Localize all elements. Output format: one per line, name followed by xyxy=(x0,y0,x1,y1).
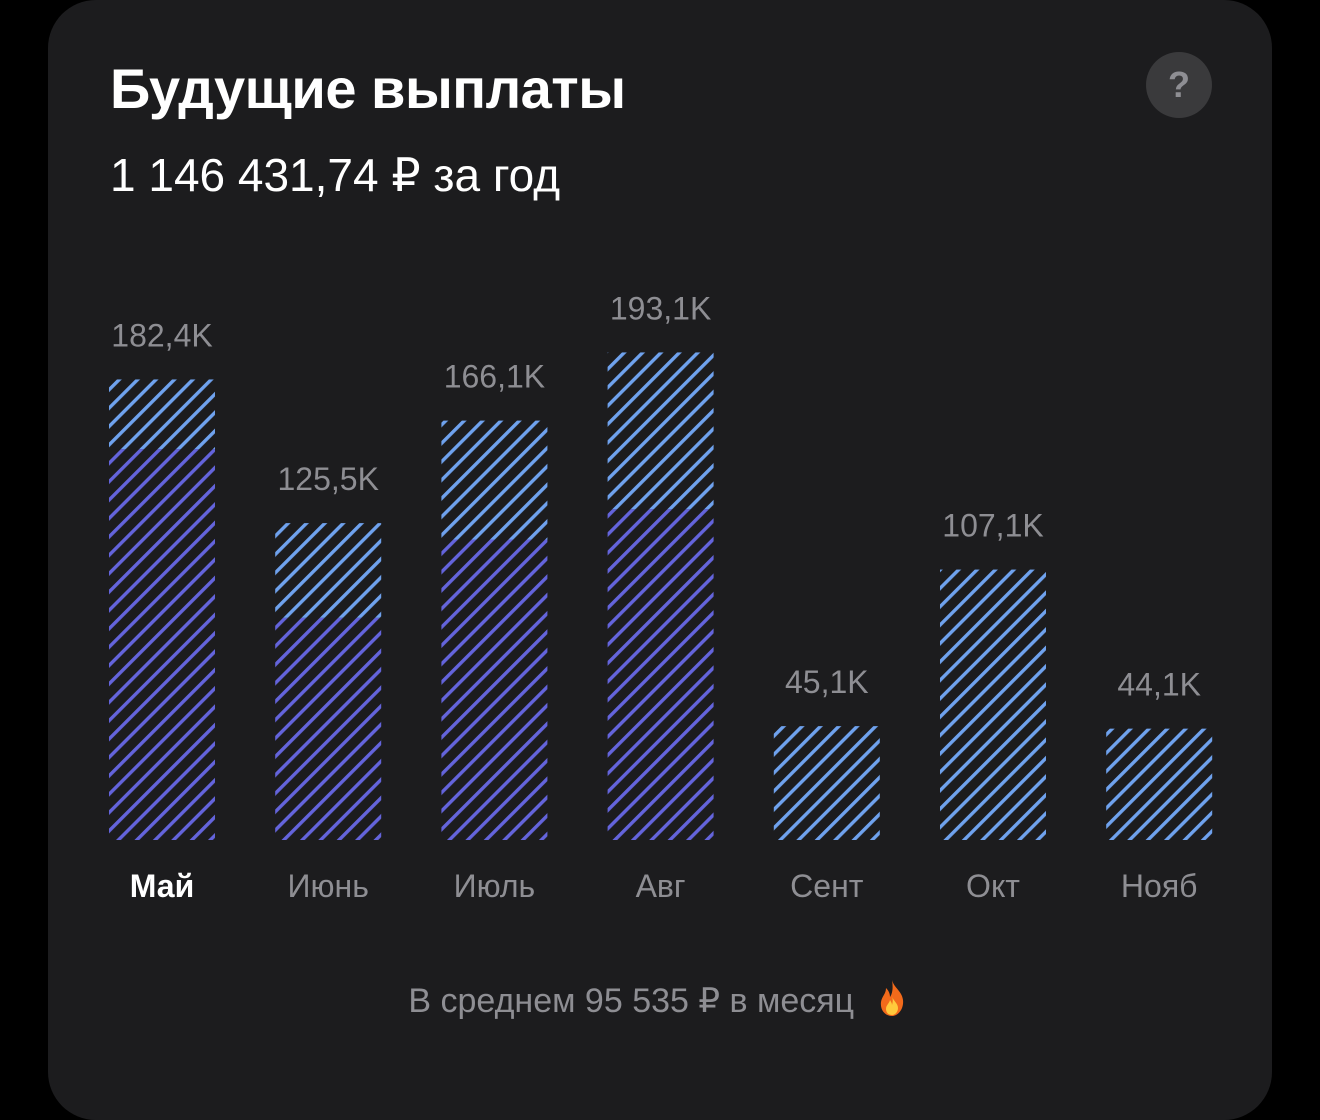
month-label[interactable]: Июль xyxy=(454,868,536,904)
yearly-total: 1 146 431,74 ₽ за год xyxy=(110,149,561,201)
monthly-average: В среднем 95 535 ₽ в месяц xyxy=(0,978,1320,1021)
month-label[interactable]: Авг xyxy=(636,868,686,904)
bars-layer: 182,4K Май 125,5K Июнь 166,1K Июль 193,1K Авг 45… xyxy=(109,290,1213,904)
bar-value-label: 193,1K xyxy=(610,290,711,326)
question-icon: ? xyxy=(1168,64,1190,105)
bar-value-label: 166,1K xyxy=(444,359,545,395)
bar-group-2[interactable]: 166,1K Июль xyxy=(441,359,548,904)
bar-group-1[interactable]: 125,5K Июнь xyxy=(275,461,382,904)
month-label[interactable]: Май xyxy=(130,868,195,904)
bar-value-label: 45,1K xyxy=(785,664,869,700)
bar-segment-dark xyxy=(441,539,548,840)
bar-value-label: 107,1K xyxy=(942,508,1043,544)
help-button[interactable]: ? xyxy=(1146,52,1212,118)
card-title: Будущие выплаты xyxy=(110,57,626,120)
month-label[interactable]: Нояб xyxy=(1121,868,1198,904)
bar-segment-light xyxy=(607,352,714,510)
bar-segment-dark xyxy=(607,509,714,840)
bar-value-label: 44,1K xyxy=(1117,667,1201,703)
bar-group-0[interactable]: 182,4K Май xyxy=(109,317,215,904)
bar-segment-light xyxy=(109,379,215,450)
fire-icon xyxy=(880,980,903,1016)
bar-value-label: 125,5K xyxy=(277,461,378,497)
bar-group-3[interactable]: 193,1K Авг xyxy=(607,290,714,904)
bar-segment-dark xyxy=(109,449,215,840)
month-label[interactable]: Окт xyxy=(966,868,1020,904)
bar-segment-light xyxy=(441,420,548,540)
average-text: В среднем 95 535 ₽ в месяц xyxy=(408,982,855,1020)
month-label[interactable]: Сент xyxy=(790,868,864,904)
bar-segment-light xyxy=(1106,728,1213,840)
month-label[interactable]: Июнь xyxy=(288,868,369,904)
bar-segment-light xyxy=(940,569,1046,840)
bar-segment-dark xyxy=(275,617,382,840)
payments-bar-chart: 182,4K Май 125,5K Июнь 166,1K Июль 193,1K Авг 45… xyxy=(109,290,1213,904)
bar-value-label: 182,4K xyxy=(111,317,212,353)
bar-group-5[interactable]: 107,1K Окт xyxy=(940,508,1046,904)
bar-group-6[interactable]: 44,1K Нояб xyxy=(1106,667,1213,904)
bar-segment-light xyxy=(275,523,382,618)
bar-group-4[interactable]: 45,1K Сент xyxy=(773,664,880,904)
bar-segment-light xyxy=(773,726,880,840)
